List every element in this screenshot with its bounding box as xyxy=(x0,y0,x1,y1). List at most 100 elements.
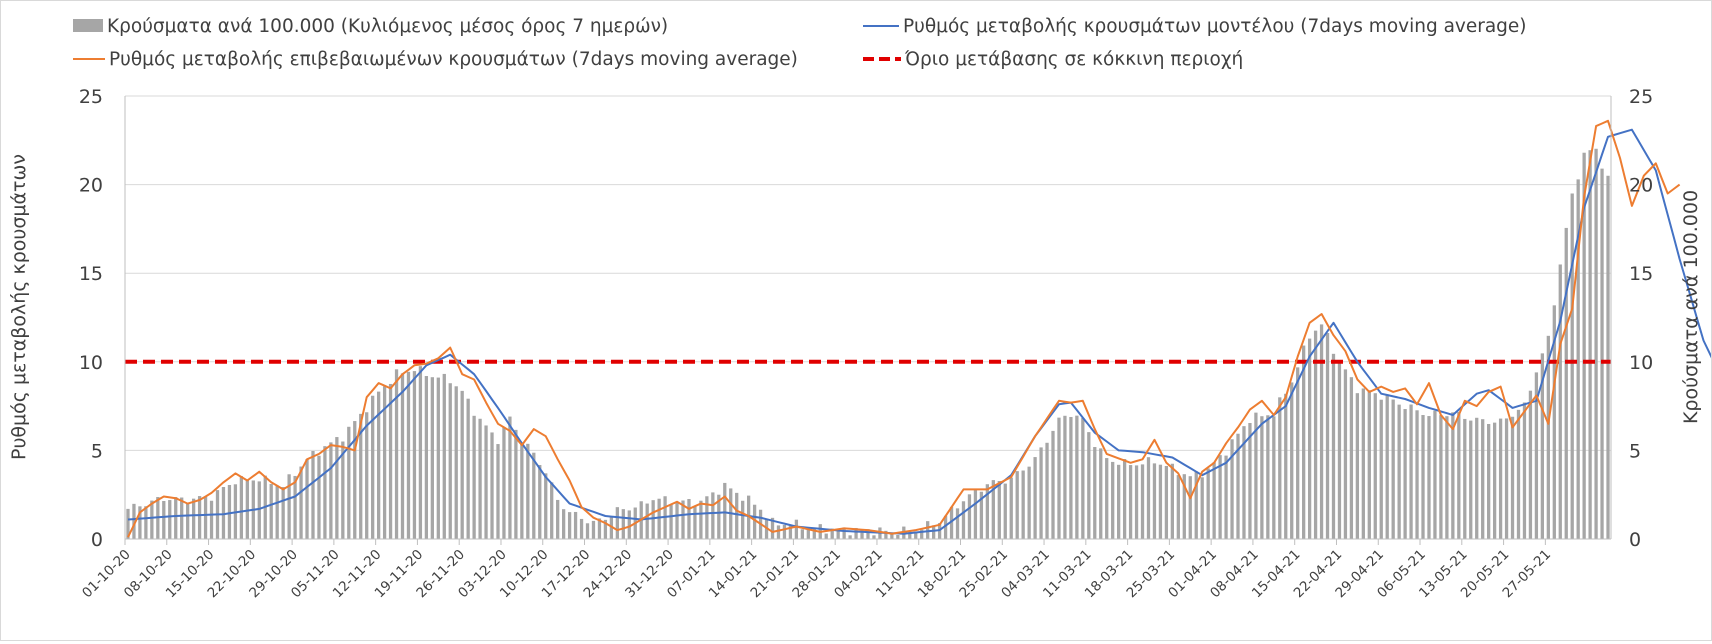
bar-day xyxy=(1570,193,1574,539)
confirmed-rate-line xyxy=(127,119,1681,538)
bar-day xyxy=(1325,332,1330,539)
bar-day xyxy=(1469,420,1473,539)
bar-day xyxy=(448,383,452,539)
bar-day xyxy=(1182,474,1186,539)
bar-day xyxy=(812,527,816,539)
bar-day xyxy=(1451,412,1455,539)
bar-day xyxy=(836,528,840,539)
bar-day xyxy=(1140,464,1145,539)
bar-day xyxy=(1552,305,1556,539)
bar-day xyxy=(1504,418,1509,539)
bar-day xyxy=(1457,411,1461,539)
bar-day xyxy=(1051,430,1055,539)
bar-day xyxy=(1594,148,1598,539)
bar-day xyxy=(711,492,715,539)
bar-day xyxy=(800,529,804,539)
bar-day xyxy=(394,369,399,539)
bar-day xyxy=(1176,475,1180,539)
bar-day xyxy=(1069,416,1073,539)
bar-day xyxy=(735,492,739,539)
bar-day xyxy=(776,525,781,539)
bar-day xyxy=(1367,390,1371,539)
bar-day xyxy=(842,527,846,539)
bar-day xyxy=(872,535,876,539)
bar-day xyxy=(1439,415,1443,539)
bar-day xyxy=(412,371,417,539)
y-tick-label-right: 10 xyxy=(1629,352,1653,374)
bar-day xyxy=(782,525,787,539)
y-tick-label-left: 20 xyxy=(79,175,103,197)
bar-day xyxy=(723,482,727,539)
bar-day xyxy=(997,481,1001,539)
bar-day xyxy=(1224,455,1228,539)
bar-day xyxy=(329,442,333,539)
bar-day xyxy=(1128,465,1133,539)
bar-day xyxy=(908,531,912,539)
bar-day xyxy=(472,415,476,539)
bar-day xyxy=(1355,393,1360,539)
bar-day xyxy=(191,498,196,539)
bar-day xyxy=(1319,324,1324,539)
bar-day xyxy=(890,532,894,539)
legend-threshold-label: Όριο μετάβασης σε κόκκινη περιοχή xyxy=(904,49,1243,70)
bar-day xyxy=(1278,397,1282,539)
bar-day xyxy=(854,527,858,539)
bar-day xyxy=(436,377,440,539)
bar-day xyxy=(1254,412,1258,539)
bar-day xyxy=(275,485,279,539)
bar-day xyxy=(1027,466,1031,539)
bar-day xyxy=(1015,471,1019,539)
bar-day xyxy=(1373,393,1377,539)
bar-day xyxy=(281,487,285,539)
bar-day xyxy=(717,494,721,539)
bar-day xyxy=(1164,465,1169,539)
bar-day xyxy=(293,475,297,539)
bar-day xyxy=(1075,415,1079,539)
bar-day xyxy=(752,504,757,539)
bar-day xyxy=(305,459,309,539)
bar-day xyxy=(1021,470,1025,539)
bar-day xyxy=(675,502,679,539)
model-rate-line xyxy=(127,128,1712,535)
bar-day xyxy=(979,491,984,539)
bar-day xyxy=(1081,417,1085,539)
y-tick-label-left: 0 xyxy=(91,529,103,551)
bar-day xyxy=(150,500,154,539)
bar-day xyxy=(186,503,190,539)
bar-day xyxy=(1134,465,1139,539)
bar-day xyxy=(1427,416,1431,539)
bar-day xyxy=(1230,439,1234,539)
bar-day xyxy=(1540,353,1545,539)
bar-day xyxy=(1057,417,1061,539)
bar-day xyxy=(323,446,327,539)
y-tick-label-right: 0 xyxy=(1629,529,1641,551)
bar-day xyxy=(287,474,291,539)
bar-day xyxy=(1510,416,1515,539)
bar-day xyxy=(1284,393,1288,539)
bar-day xyxy=(1331,353,1336,539)
y-tick-label-right: 20 xyxy=(1629,175,1653,197)
bar-day xyxy=(1403,409,1407,539)
bar-day xyxy=(424,376,429,539)
bar-day xyxy=(1045,442,1049,539)
bar-day xyxy=(1498,418,1503,539)
legend-confirmed-label: Ρυθμός μεταβολής επιβεβαιωμένων κρουσμάτ… xyxy=(109,49,798,70)
bar-day xyxy=(866,529,870,539)
bar-day xyxy=(1534,372,1539,539)
bar-day xyxy=(788,525,793,539)
bar-day xyxy=(1385,395,1389,539)
bar-day xyxy=(1492,422,1497,539)
y-tick-label-right: 15 xyxy=(1629,263,1653,285)
bar-day xyxy=(585,523,590,539)
bar-day xyxy=(747,495,751,539)
bar-day xyxy=(955,508,960,539)
bar-day xyxy=(573,511,578,539)
bar-day xyxy=(400,373,405,539)
legend-model-label: Ρυθμός μεταβολής κρουσμάτων μοντέλου (7d… xyxy=(903,16,1527,37)
bar-day xyxy=(430,377,434,539)
bar-day xyxy=(1606,175,1610,539)
y-tick-label-left: 5 xyxy=(91,440,103,462)
bar-day xyxy=(556,499,560,539)
bar-day xyxy=(1260,416,1264,539)
